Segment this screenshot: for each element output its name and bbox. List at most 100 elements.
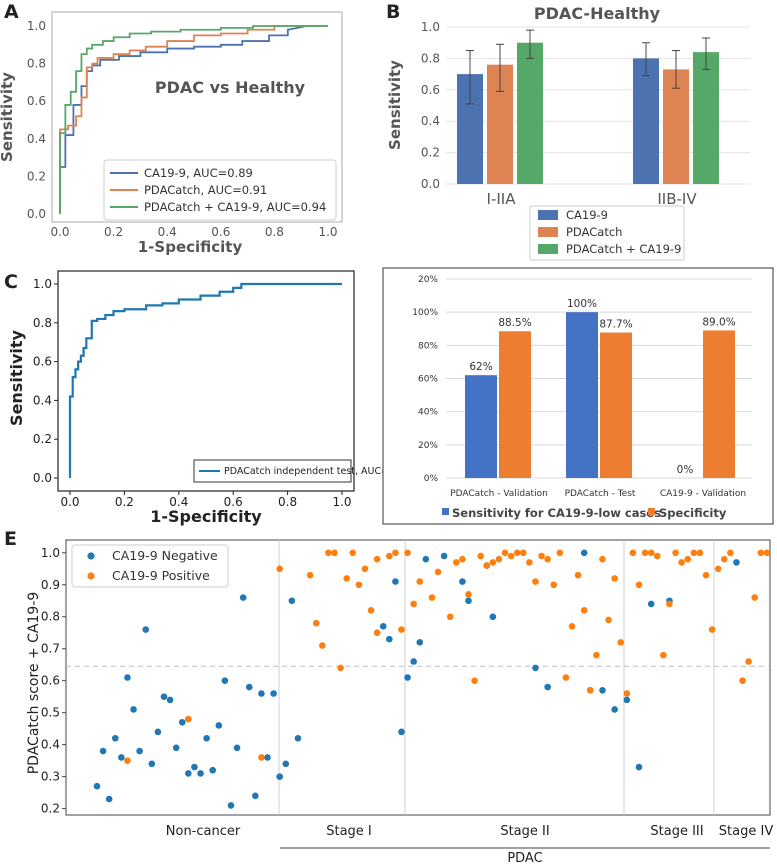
e-data-point <box>532 578 539 585</box>
panel-b-label: B <box>386 1 400 23</box>
panel-b-ylabel: Sensitivity <box>386 60 404 150</box>
e-data-point <box>404 674 411 681</box>
e-data-point <box>367 607 375 614</box>
e-data-point <box>562 674 570 681</box>
e-data-point <box>282 760 290 768</box>
d-ytick-label: 0% <box>424 474 439 484</box>
d-legend-swatch-specificity <box>648 508 655 515</box>
e-data-point <box>580 549 588 557</box>
e-data-point <box>440 552 448 560</box>
d-legend-swatch-sensitivity <box>442 508 449 515</box>
e-data-point <box>343 575 350 582</box>
e-data-point <box>465 597 472 605</box>
e-data-point <box>763 549 771 557</box>
e-data-point <box>623 696 631 704</box>
e-data-point <box>178 718 186 726</box>
panel-a-ylabel: Sensitivity <box>0 72 16 162</box>
e-data-point <box>398 728 405 736</box>
a-xtick-label: 0.0 <box>50 225 69 239</box>
e-data-point <box>690 549 698 557</box>
b-legend-label-combined: PDACatch + CA19-9 <box>566 242 681 256</box>
e-data-point <box>520 549 527 557</box>
e-data-point <box>99 747 107 755</box>
e-data-point <box>258 754 265 761</box>
e-data-point <box>532 664 539 672</box>
d-legend-label-specificity: Specificity <box>659 506 727 520</box>
e-data-point <box>501 549 509 557</box>
e-data-point <box>349 549 357 557</box>
c-ytick-label: 1.0 <box>33 277 52 291</box>
e-data-point <box>111 734 119 742</box>
panel-e: E 0.2 0.3 0.4 0.5 0.6 0.7 0.8 0.9 1.0 Non-cancer S… <box>4 528 773 864</box>
a-ytick-label: 1.0 <box>27 19 46 33</box>
d-ytick-label: 40% <box>418 408 438 418</box>
b-legend-swatch-combined <box>538 244 558 254</box>
e-data-point <box>325 549 332 557</box>
b-category-label: I-IIA <box>487 190 517 208</box>
e-data-point <box>483 562 491 569</box>
e-data-point <box>118 754 125 761</box>
e-data-point <box>239 594 247 601</box>
a-ytick-label: 0.4 <box>27 132 46 146</box>
d-ytick-label: 60% <box>418 375 438 385</box>
e-data-point <box>166 696 174 704</box>
b-ytick-label: 0.2 <box>421 146 440 160</box>
panel-a-xlabel: 1-Specificity <box>138 238 243 256</box>
e-data-point <box>398 626 405 633</box>
c-ytick-label: 0.6 <box>33 355 52 369</box>
e-data-point <box>258 690 265 697</box>
e-data-point <box>294 734 302 742</box>
d-bar <box>566 312 598 478</box>
d-bar <box>499 331 531 478</box>
c-xtick-label: 1.0 <box>332 495 351 509</box>
e-data-point <box>702 571 710 579</box>
b-legend-label-pdacatch: PDACatch <box>566 225 622 239</box>
c-xtick-label: 0.4 <box>169 495 188 509</box>
panel-a-ticks: 0.0 0.2 0.4 0.6 0.8 1.0 0.0 0.2 0.4 0.6 0.8 1.0 <box>27 19 338 239</box>
e-ytick-label: 0.2 <box>41 802 60 816</box>
e-data-point <box>154 728 162 736</box>
b-ytick-label: 0.8 <box>421 51 440 65</box>
e-data-point <box>252 792 259 800</box>
e-data-point <box>191 763 198 771</box>
e-data-point <box>105 795 113 803</box>
d-ytick-label: 20% <box>418 275 438 285</box>
e-data-point <box>513 549 521 557</box>
e-data-point <box>647 600 655 608</box>
panel-c-xlabel: 1-Specificity <box>150 507 262 526</box>
e-data-point <box>653 552 661 560</box>
e-data-point <box>526 559 533 566</box>
panel-c-label: C <box>4 271 18 293</box>
e-ytick-label: 1.0 <box>41 546 60 560</box>
e-data-point <box>410 600 417 608</box>
e-data-point <box>586 686 594 694</box>
e-ytick-label: 0.8 <box>41 610 60 624</box>
panel-a-label: A <box>4 1 19 23</box>
e-data-point <box>471 677 478 684</box>
e-data-point <box>276 565 284 573</box>
d-ytick-label: 80% <box>418 341 438 351</box>
e-data-point <box>678 559 685 566</box>
e-ytick-label: 0.3 <box>41 770 60 784</box>
e-data-point <box>623 690 631 697</box>
d-bar <box>465 375 497 478</box>
b-bar <box>517 42 543 185</box>
panel-e-legend-box <box>71 544 229 588</box>
panel-c-ticks: 0.0 0.2 0.4 0.6 0.8 1.0 0.0 0.2 0.4 0.6 0.8 1.0 <box>33 277 352 509</box>
panel-c-legend: PDACatch independent test, AUC=0.910 <box>193 459 416 483</box>
d-bar-value-label: 100% <box>567 298 597 310</box>
e-data-point <box>635 763 643 771</box>
e-data-point <box>392 578 399 585</box>
e-data-point <box>446 613 454 621</box>
d-ytick-label: 20% <box>418 441 438 451</box>
b-ytick-label: 0.6 <box>421 83 440 97</box>
e-data-point <box>538 552 545 560</box>
e-data-point <box>233 744 241 752</box>
a-xtick-label: 0.8 <box>265 225 284 239</box>
e-data-point <box>306 571 314 579</box>
panel-b: B PDAC-Healthy 0.0 0.2 0.4 0.6 0.8 1.0 I-IIA II… <box>386 1 750 261</box>
b-legend-label-ca199: CA19-9 <box>566 208 608 222</box>
e-data-point <box>611 706 618 713</box>
e-data-point <box>215 722 223 729</box>
a-ytick-label: 0.8 <box>27 57 46 71</box>
